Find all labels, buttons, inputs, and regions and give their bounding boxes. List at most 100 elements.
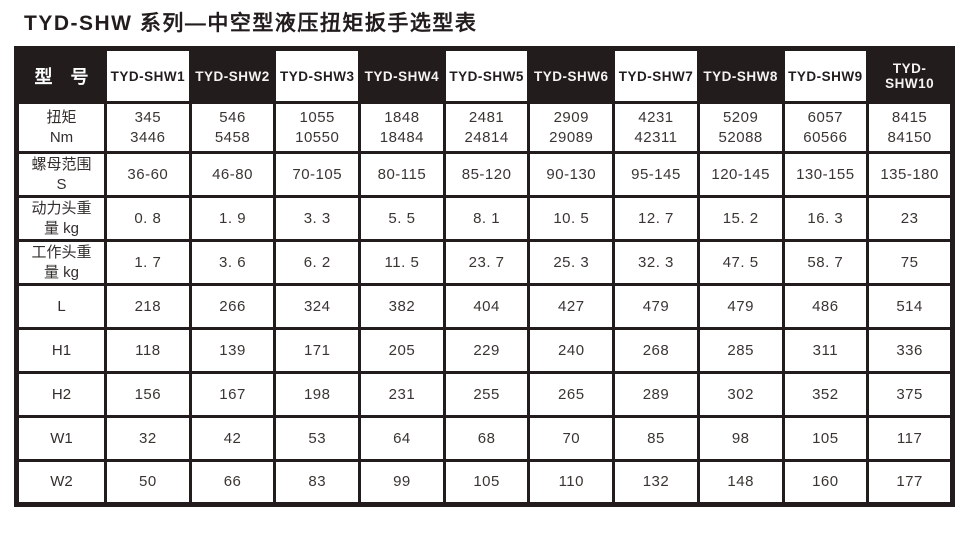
value-cell: 105 <box>442 459 531 506</box>
value-cell: 130-155 <box>781 151 870 198</box>
value-cell: 90-130 <box>527 151 616 198</box>
value-cell: 2909 29089 <box>527 101 616 154</box>
value-cell: 6. 2 <box>273 239 362 286</box>
value-cell: 5. 5 <box>358 195 446 242</box>
value-cell: 8. 1 <box>442 195 531 242</box>
value-cell: 177 <box>866 459 954 506</box>
value-cell: 479 <box>612 283 700 330</box>
value-cell: 70-105 <box>273 151 362 198</box>
table-row: 扭矩 Nm 345 3446 546 5458 1055 10550 1848 1848… <box>15 101 954 154</box>
column-header-tyd-shw9: TYD-SHW9 <box>781 47 870 104</box>
value-cell: 95-145 <box>612 151 700 198</box>
row-label: W2 <box>15 459 107 506</box>
value-cell: 198 <box>273 371 362 418</box>
value-cell: 16. 3 <box>781 195 870 242</box>
value-cell: 1848 18484 <box>358 101 446 154</box>
value-cell: 46-80 <box>188 151 277 198</box>
value-cell: 266 <box>188 283 277 330</box>
value-cell: 132 <box>612 459 700 506</box>
value-cell: 311 <box>781 327 870 374</box>
value-cell: 70 <box>527 415 616 462</box>
value-cell: 171 <box>273 327 362 374</box>
value-cell: 8415 84150 <box>866 101 954 154</box>
column-header-tyd-shw3: TYD-SHW3 <box>273 47 362 104</box>
value-cell: 83 <box>273 459 362 506</box>
value-cell: 156 <box>104 371 192 418</box>
column-header-tyd-shw7: TYD-SHW7 <box>612 47 700 104</box>
value-cell: 160 <box>781 459 870 506</box>
value-cell: 289 <box>612 371 700 418</box>
value-cell: 268 <box>612 327 700 374</box>
value-cell: 23 <box>866 195 954 242</box>
table-row: L 218 266 324 382 404 427 479 479 486 514 <box>15 283 954 330</box>
value-cell: 53 <box>273 415 362 462</box>
table-row: 螺母范围 S 36-60 46-80 70-105 80-115 85-120 90-130… <box>15 151 954 198</box>
row-label: L <box>15 283 107 330</box>
value-cell: 135-180 <box>866 151 954 198</box>
row-label: W1 <box>15 415 107 462</box>
value-cell: 75 <box>866 239 954 286</box>
value-cell: 10. 5 <box>527 195 616 242</box>
column-header-tyd-shw1: TYD-SHW1 <box>104 47 192 104</box>
value-cell: 50 <box>104 459 192 506</box>
value-cell: 302 <box>696 371 785 418</box>
value-cell: 427 <box>527 283 616 330</box>
value-cell: 120-145 <box>696 151 785 198</box>
value-cell: 4231 42311 <box>612 101 700 154</box>
value-cell: 58. 7 <box>781 239 870 286</box>
value-cell: 85 <box>612 415 700 462</box>
value-cell: 36-60 <box>104 151 192 198</box>
value-cell: 404 <box>442 283 531 330</box>
value-cell: 167 <box>188 371 277 418</box>
column-header-tyd-shw8: TYD-SHW8 <box>696 47 785 104</box>
value-cell: 66 <box>188 459 277 506</box>
value-cell: 336 <box>866 327 954 374</box>
table-row: W1 32 42 53 64 68 70 85 98 105 117 <box>15 415 954 462</box>
value-cell: 345 3446 <box>104 101 192 154</box>
value-cell: 2481 24814 <box>442 101 531 154</box>
value-cell: 139 <box>188 327 277 374</box>
value-cell: 324 <box>273 283 362 330</box>
header-row: 型 号 TYD-SHW1 TYD-SHW2 TYD-SHW3 TYD-SHW4 TYD-… <box>15 47 954 104</box>
value-cell: 110 <box>527 459 616 506</box>
value-cell: 118 <box>104 327 192 374</box>
value-cell: 1055 10550 <box>273 101 362 154</box>
value-cell: 382 <box>358 283 446 330</box>
value-cell: 285 <box>696 327 785 374</box>
column-header-tyd-shw4: TYD-SHW4 <box>358 47 446 104</box>
row-label: 螺母范围 S <box>15 151 107 198</box>
value-cell: 229 <box>442 327 531 374</box>
value-cell: 240 <box>527 327 616 374</box>
table-row: 工作头重 量 kg 1. 7 3. 6 6. 2 11. 5 23. 7 25. 3 32. … <box>15 239 954 286</box>
row-label: H2 <box>15 371 107 418</box>
value-cell: 105 <box>781 415 870 462</box>
value-cell: 205 <box>358 327 446 374</box>
column-header-tyd-shw10: TYD-SHW10 <box>866 47 954 104</box>
value-cell: 514 <box>866 283 954 330</box>
value-cell: 23. 7 <box>442 239 531 286</box>
value-cell: 1. 9 <box>188 195 277 242</box>
value-cell: 255 <box>442 371 531 418</box>
value-cell: 3. 6 <box>188 239 277 286</box>
value-cell: 6057 60566 <box>781 101 870 154</box>
value-cell: 64 <box>358 415 446 462</box>
column-header-tyd-shw2: TYD-SHW2 <box>188 47 277 104</box>
value-cell: 99 <box>358 459 446 506</box>
value-cell: 85-120 <box>442 151 531 198</box>
table-body: 扭矩 Nm 345 3446 546 5458 1055 10550 1848 1848… <box>15 101 954 506</box>
page-title: TYD-SHW 系列—中空型液压扭矩扳手选型表 <box>24 12 478 35</box>
value-cell: 98 <box>696 415 785 462</box>
row-label: 工作头重 量 kg <box>15 239 107 286</box>
value-cell: 265 <box>527 371 616 418</box>
value-cell: 1. 7 <box>104 239 192 286</box>
value-cell: 0. 8 <box>104 195 192 242</box>
value-cell: 12. 7 <box>612 195 700 242</box>
table-row: H2 156 167 198 231 255 265 289 302 352 375 <box>15 371 954 418</box>
value-cell: 352 <box>781 371 870 418</box>
row-label: H1 <box>15 327 107 374</box>
value-cell: 148 <box>696 459 785 506</box>
value-cell: 3. 3 <box>273 195 362 242</box>
value-cell: 42 <box>188 415 277 462</box>
value-cell: 32 <box>104 415 192 462</box>
